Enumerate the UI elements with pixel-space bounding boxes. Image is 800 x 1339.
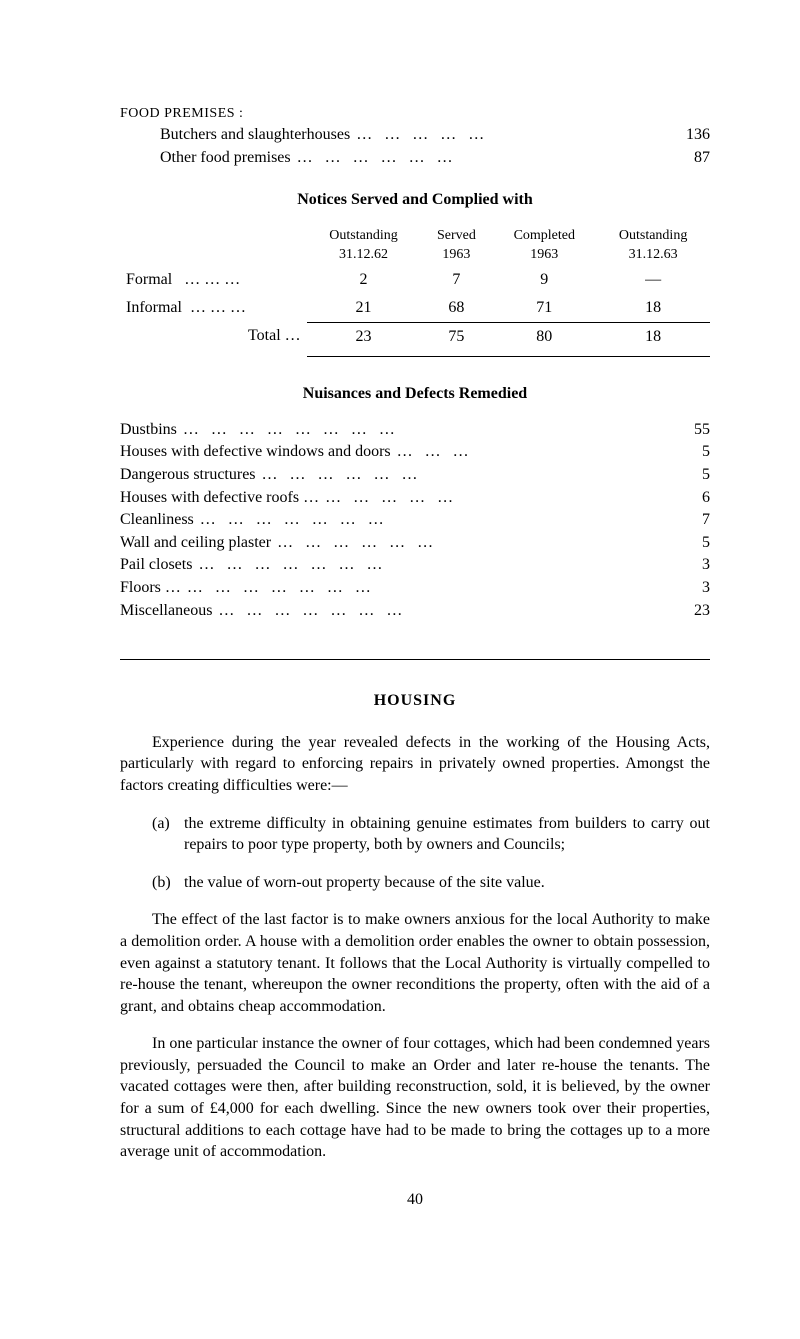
list-text: the extreme difficulty in obtaining genu… [184, 813, 710, 856]
item-label: Miscellaneous [120, 600, 212, 622]
table-header-row: Outstanding31.12.62 Served1963 Completed… [120, 225, 710, 267]
total-label: Total … [120, 322, 307, 350]
list-item-a: (a) the extreme difficulty in obtaining … [152, 813, 710, 856]
notices-heading: Notices Served and Complied with [120, 189, 710, 211]
list-item: Dustbins … … … … … … … … 55 [120, 419, 710, 441]
row-label: Informal … … … [120, 294, 307, 322]
notices-table: Outstanding31.12.62 Served1963 Completed… [120, 225, 710, 358]
food-premises-list: Butchers and slaughterhouses … … … … … 1… [160, 124, 710, 169]
item-label: Pail closets [120, 554, 192, 576]
item-value: 87 [670, 147, 710, 169]
item-label: Wall and ceiling plaster [120, 532, 271, 554]
col-header: Outstanding31.12.62 [307, 225, 421, 267]
item-label: Butchers and slaughterhouses [160, 124, 350, 146]
table-row: Informal … … … 21 68 71 18 [120, 294, 710, 322]
item-label: Houses with defective roofs … [120, 487, 319, 509]
leader-dots: … … … … … … … [200, 509, 664, 531]
list-item: Pail closets … … … … … … … 3 [120, 554, 710, 576]
item-label: Houses with defective windows and doors [120, 441, 391, 463]
item-value: 3 [670, 577, 710, 599]
row-label: Formal … … … [120, 266, 307, 294]
defects-heading: Nuisances and Defects Remedied [120, 383, 710, 405]
item-value: 7 [670, 509, 710, 531]
item-label: Dustbins [120, 419, 177, 441]
list-item: Houses with defective windows and doors … [120, 441, 710, 463]
item-value: 23 [670, 600, 710, 622]
list-marker: (b) [152, 872, 184, 894]
item-label: Floors … [120, 577, 181, 599]
page-number: 40 [120, 1189, 710, 1211]
list-text: the value of worn-out property because o… [184, 872, 710, 894]
leader-dots: … … … … … … [297, 147, 664, 169]
list-item: Miscellaneous … … … … … … … 23 [120, 600, 710, 622]
leader-dots: … … … … … … … [218, 600, 664, 622]
item-label: Other food premises [160, 147, 291, 169]
leader-dots: … … … … … … [277, 532, 664, 554]
list-item: Floors … … … … … … … … 3 [120, 577, 710, 599]
list-item: Wall and ceiling plaster … … … … … … 5 [120, 532, 710, 554]
list-item: Houses with defective roofs … … … … … … … [120, 487, 710, 509]
leader-dots: … … … … … [325, 487, 664, 509]
item-label: Dangerous structures [120, 464, 256, 486]
paragraph: Experience during the year revealed defe… [120, 732, 710, 797]
list-item: Butchers and slaughterhouses … … … … … 1… [160, 124, 710, 146]
item-value: 136 [670, 124, 710, 146]
item-value: 5 [670, 464, 710, 486]
food-premises-heading: FOOD PREMISES : [120, 105, 710, 124]
divider [120, 659, 710, 660]
list-item: Other food premises … … … … … … 87 [160, 147, 710, 169]
paragraph: In one particular instance the owner of … [120, 1033, 710, 1163]
list-marker: (a) [152, 813, 184, 856]
col-header: Served1963 [420, 225, 492, 267]
col-header: Outstanding31.12.63 [596, 225, 710, 267]
defects-list: Dustbins … … … … … … … … 55 Houses with … [120, 419, 710, 621]
item-label: Cleanliness [120, 509, 194, 531]
table-total-row: Total … 23 75 80 18 [120, 322, 710, 350]
item-value: 5 [670, 532, 710, 554]
paragraph: The effect of the last factor is to make… [120, 909, 710, 1017]
leader-dots: … … … … … [356, 124, 664, 146]
list-item: Cleanliness … … … … … … … 7 [120, 509, 710, 531]
leader-dots: … … … … … … … [187, 577, 664, 599]
item-value: 5 [670, 441, 710, 463]
item-value: 55 [670, 419, 710, 441]
col-header: Completed1963 [492, 225, 596, 267]
item-value: 6 [670, 487, 710, 509]
table-row: Formal … … … 2 7 9 — [120, 266, 710, 294]
leader-dots: … … … … … … … [198, 554, 664, 576]
housing-title: HOUSING [120, 690, 710, 712]
leader-dots: … … … … … … … … [183, 419, 664, 441]
leader-dots: … … … [397, 441, 664, 463]
leader-dots: … … … … … … [262, 464, 664, 486]
list-item: Dangerous structures … … … … … … 5 [120, 464, 710, 486]
list-item-b: (b) the value of worn-out property becau… [152, 872, 710, 894]
item-value: 3 [670, 554, 710, 576]
